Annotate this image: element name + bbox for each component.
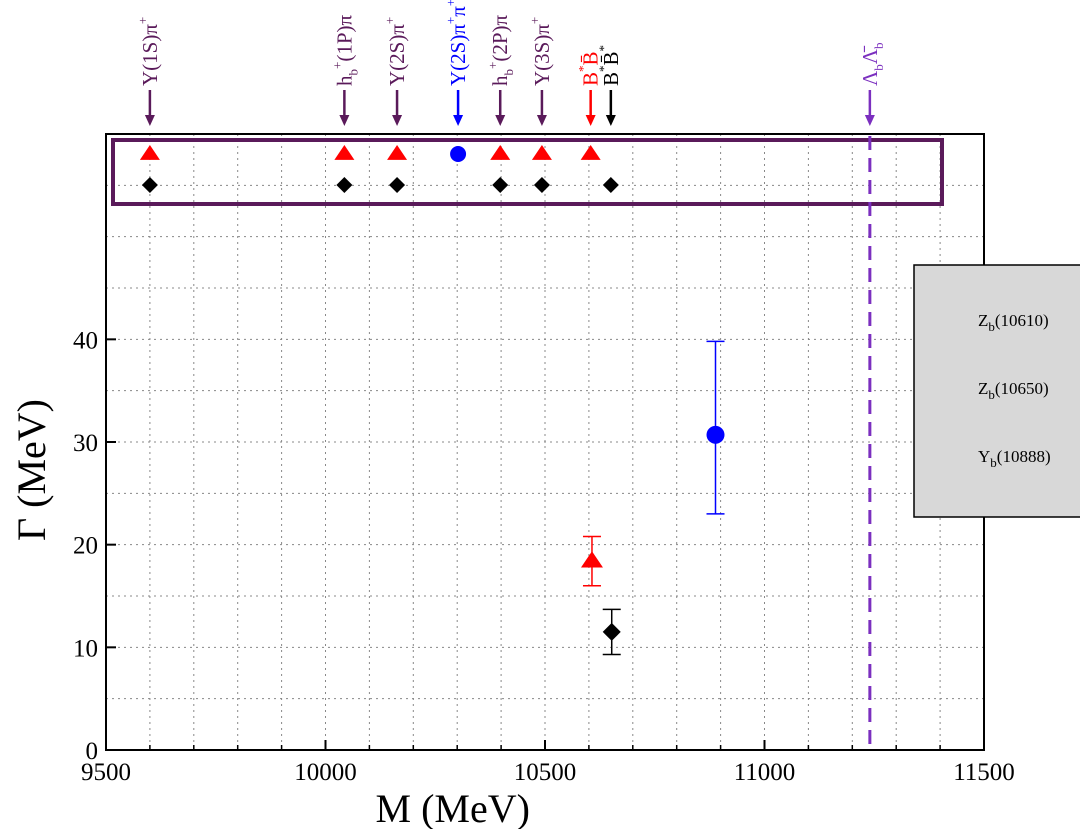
- annotation-sup: *: [596, 65, 611, 72]
- legend-label: Yb(10888): [978, 447, 1051, 470]
- grid: [106, 134, 984, 750]
- legend-sub: b: [990, 455, 997, 470]
- annotation-sub: b: [501, 69, 516, 76]
- annotation-text: Λ: [858, 70, 882, 86]
- annotation-rest: (2P)π: [488, 14, 512, 61]
- annotation-arrow-head: [864, 115, 875, 126]
- y-tick-label: 0: [86, 738, 99, 765]
- annotation-sup: +: [527, 17, 542, 24]
- legend-rest: (10650): [995, 379, 1049, 398]
- annotation-label: hb+(1P)π: [329, 14, 360, 86]
- legend-text: Z: [978, 379, 988, 398]
- annotation-text: Υ(1S)π: [138, 24, 162, 86]
- annotation-arrow-head: [144, 115, 155, 126]
- data-point-triangle: [580, 551, 603, 568]
- annotation-sub2: b: [871, 43, 886, 50]
- threshold-diamond: [602, 177, 619, 193]
- y-tick-label: 40: [73, 327, 98, 354]
- threshold-triangle: [490, 145, 511, 160]
- y-tick-label: 20: [73, 533, 98, 560]
- annotation-rest: B̄: [599, 51, 623, 65]
- legend-label: Zb(10610): [978, 311, 1049, 334]
- annotation-text: B: [599, 72, 623, 86]
- annotation-label: hb+(2P)π: [485, 14, 516, 86]
- threshold-triangle: [139, 145, 160, 160]
- threshold-diamond: [141, 177, 158, 193]
- threshold-box: [111, 138, 944, 206]
- annotation-arrow-head: [585, 115, 596, 126]
- annotation-text: Υ(2S)π: [385, 24, 409, 86]
- threshold-triangle: [334, 145, 355, 160]
- data-point-circle: [706, 425, 725, 444]
- annotation-sup2: *: [596, 45, 611, 52]
- x-tick-label: 10500: [514, 759, 577, 786]
- annotation-sup: +: [329, 62, 344, 69]
- legend: Zb(10610)Zb(10650)Yb(10888): [913, 264, 1080, 518]
- annotation-rest: B̄: [579, 51, 603, 65]
- annotation-label: Υ(1S)π+: [135, 17, 162, 86]
- ticks: 9500 10000 10500 11000 11500 0 10 20 30 40: [73, 327, 1015, 786]
- legend-text: Y: [978, 447, 990, 466]
- annotation-label: B*B̄: [576, 51, 603, 86]
- markers: [139, 145, 948, 656]
- x-tick-label: 9500: [81, 759, 131, 786]
- legend-rest: (10610): [995, 311, 1049, 330]
- threshold-diamond: [389, 177, 406, 193]
- annotation-text: h: [332, 75, 356, 86]
- axis-titles: M (MeV) Γ (MeV): [9, 399, 530, 829]
- annotation-label: Υ(3S)π+: [527, 17, 554, 86]
- annotation-rest: π: [446, 6, 470, 17]
- legend-box: [913, 264, 1080, 518]
- data-point-diamond: [602, 622, 621, 641]
- x-tick-label: 11000: [734, 759, 796, 786]
- x-tick-label: 11500: [953, 759, 1015, 786]
- y-axis-title: Γ (MeV): [9, 399, 54, 541]
- annotation-sup: +: [485, 62, 500, 69]
- annotation-label: Υ(2S)π+: [382, 17, 409, 86]
- threshold-triangle: [387, 145, 408, 160]
- legend-text: Z: [978, 311, 988, 330]
- legend-sub: b: [988, 319, 995, 334]
- annotation-arrow-head: [453, 115, 464, 126]
- annotation-sup: *: [576, 65, 591, 72]
- annotation-arrow-head: [339, 115, 350, 126]
- annotation-sup: +: [382, 17, 397, 24]
- y-tick-label: 30: [73, 430, 98, 457]
- annotation-text: Υ(3S)π: [530, 24, 554, 86]
- annotation-label: B*B̄*: [596, 45, 623, 86]
- threshold-diamond: [336, 177, 353, 193]
- annotation-label: ΛbΛ̄b: [858, 43, 886, 86]
- annotation-rest: Λ̄: [858, 45, 882, 64]
- legend-sub: b: [988, 387, 995, 402]
- threshold-diamond: [533, 177, 550, 193]
- annotation-arrow-head: [495, 115, 506, 126]
- threshold-diamond: [492, 177, 509, 193]
- annotation-sub: b: [345, 69, 360, 76]
- legend-label: Zb(10650): [978, 379, 1049, 402]
- y-tick-label: 10: [73, 635, 98, 662]
- annotation-sub: b: [871, 64, 886, 71]
- annotation-text: h: [488, 75, 512, 86]
- threshold-triangle: [580, 145, 601, 160]
- x-axis-title: M (MeV): [376, 786, 530, 829]
- x-tick-label: 10000: [294, 759, 357, 786]
- annotation-text: B: [579, 72, 603, 86]
- legend-rest: (10888): [997, 447, 1051, 466]
- annotations: Υ(1S)π+hb+(1P)π Υ(2S)π+Υ(2S)π+π+hb+(2P)π Υ…: [135, 0, 886, 126]
- annotation-sup: +: [135, 17, 150, 24]
- threshold-circle: [450, 146, 467, 162]
- annotation-arrow-head: [536, 115, 547, 126]
- annotation-rest: (1P)π: [332, 14, 356, 61]
- annotation-arrow-head: [392, 115, 403, 126]
- annotation-sup: +: [443, 17, 458, 24]
- annotation-arrow-head: [605, 115, 616, 126]
- annotation-text: Υ(2S)π: [446, 24, 470, 86]
- threshold-triangle: [531, 145, 552, 160]
- annotation-label: Υ(2S)π+π+: [443, 0, 470, 86]
- annotation-sup2: +: [443, 0, 458, 6]
